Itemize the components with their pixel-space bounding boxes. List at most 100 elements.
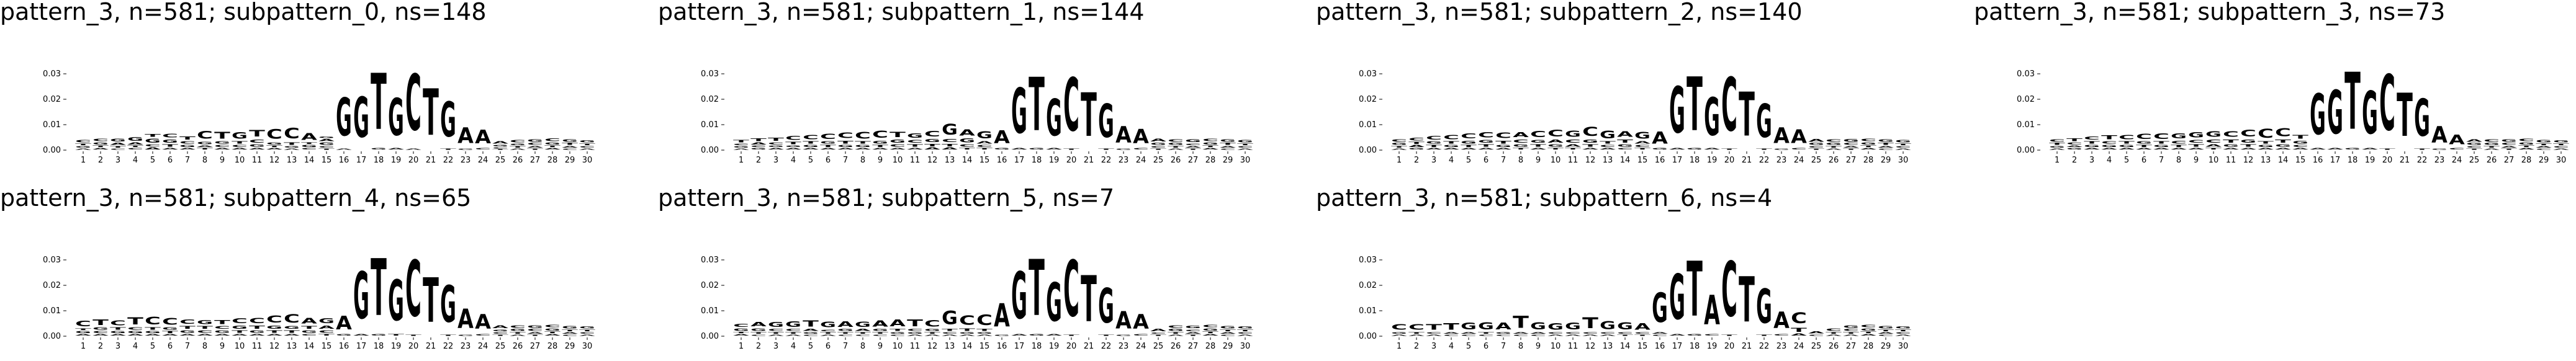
logo-letter-C: C (92, 138, 109, 142)
logo-letter-C: C (889, 144, 906, 148)
logo-letter-C: C (2292, 145, 2308, 148)
logo-letter-A: A (249, 334, 266, 336)
logo-letter-G: G (1098, 278, 1114, 334)
x-tick-label: 7 (2159, 156, 2164, 165)
x-tick-label: 16 (997, 156, 1007, 165)
logo-letter-A: A (1652, 332, 1669, 334)
logo-letter-G: G (1895, 326, 1911, 329)
x-tick-label: 28 (1205, 156, 1216, 165)
logo-letter-C: C (197, 330, 213, 334)
logo-letter-T: T (768, 332, 785, 334)
logo-letter-T: T (232, 330, 248, 334)
logo-letter-G: G (1547, 144, 1564, 148)
logo-letter-G: G (1565, 129, 1581, 138)
logo-letter-A: A (75, 148, 92, 150)
logo-letter-G: G (318, 142, 335, 146)
x-tick-label: 16 (339, 156, 349, 165)
logo-letter-T: T (110, 327, 127, 331)
logo-letter-A: A (1115, 122, 1132, 148)
logo-letter-C: C (1495, 334, 1511, 336)
x-tick-label: 3 (2089, 156, 2094, 165)
logo-letter-T: T (872, 332, 889, 334)
logo-letter-T: T (232, 141, 248, 145)
logo-letter-T: T (1826, 332, 1842, 334)
logo-letter-T: T (2518, 145, 2535, 148)
logo-letter-C: C (837, 131, 853, 140)
logo-letter-T: T (855, 332, 871, 334)
logo-letter-C: C (1808, 334, 1824, 336)
logo-letter-A: A (1391, 334, 1408, 336)
x-tick-label: 12 (927, 342, 938, 351)
logo-letter-T: T (1721, 334, 1738, 336)
logo-letter-T: T (1150, 148, 1167, 150)
logo-letter-A: A (353, 334, 370, 336)
y-tick-label: 0.00 (43, 332, 61, 341)
logo-letter-G: G (2240, 139, 2256, 144)
x-tick-label: 10 (235, 156, 245, 165)
logo-letter-C: C (145, 144, 161, 147)
x-tick-label: 28 (547, 156, 558, 165)
logo-letter-A: A (1443, 148, 1460, 150)
x-tick-label: 15 (322, 156, 332, 165)
logo-letter-G: G (785, 145, 801, 148)
logo-letter-G: G (907, 332, 923, 334)
logo-letter-T: T (2119, 141, 2135, 145)
logo-letter-A: A (1202, 334, 1219, 336)
logo-letter-A: A (197, 334, 214, 336)
logo-letter-T: T (1081, 81, 1097, 151)
logo-letter-C: C (562, 334, 578, 336)
logo-letter-C: C (510, 325, 526, 329)
logo-letter-A: A (2101, 148, 2118, 150)
logo-letter-T: T (2379, 148, 2396, 150)
logo-letter-C: C (750, 145, 767, 148)
logo-panel-2: pattern_3, n=581; subpattern_2, ns=140 0… (1316, 0, 1955, 177)
logo-letter-C: C (2501, 143, 2517, 146)
x-tick-label: 16 (1655, 156, 1665, 165)
logo-letter-G: G (1461, 321, 1477, 331)
x-tick-label: 10 (1551, 156, 1561, 165)
logo-letter-A: A (1773, 308, 1790, 334)
logo-letter-C: C (2136, 133, 2152, 141)
logo-letter-A: A (318, 325, 335, 330)
logo-letter-C: C (2223, 130, 2239, 139)
logo-letter-G: G (942, 121, 958, 138)
logo-letter-A: A (2119, 148, 2135, 150)
logo-letter-C: C (1704, 334, 1720, 336)
logo-letter-A: A (907, 148, 924, 150)
logo-letter-G: G (1443, 145, 1459, 148)
x-tick-label: 23 (461, 156, 471, 165)
logo-letter-A: A (1220, 332, 1236, 334)
x-tick-label: 25 (495, 342, 506, 351)
logo-letter-A: A (1011, 334, 1028, 336)
logo-letter-A: A (768, 148, 785, 150)
y-tick-label: 0.00 (701, 146, 719, 155)
logo-letter-C: C (110, 148, 126, 150)
logo-letter-A: A (1634, 322, 1651, 332)
logo-letter-G: G (232, 325, 248, 330)
logo-letter-T: T (197, 148, 214, 150)
y-tick-label: 0.01 (2017, 120, 2035, 130)
logo-letter-C: C (2119, 134, 2135, 141)
logo-letter-G: G (2431, 148, 2448, 150)
logo-letter-G: G (1860, 142, 1876, 145)
logo-letter-G: G (2101, 145, 2117, 148)
y-tick-label: 0.00 (701, 332, 719, 341)
logo-letter-A: A (475, 127, 491, 148)
logo-letter-T: T (510, 332, 526, 334)
logo-letter-A: A (1391, 148, 1408, 150)
logo-letter-G: G (284, 146, 300, 148)
logo-letter-A: A (579, 148, 596, 150)
x-tick-label: 11 (252, 342, 263, 351)
logo-letter-A: A (127, 334, 144, 336)
logo-letter-C: C (1478, 131, 1494, 140)
logo-letter-A: A (820, 148, 837, 150)
x-tick-label: 1 (739, 342, 744, 351)
logo-letter-G: G (1687, 148, 1703, 150)
x-tick-label: 19 (1707, 156, 1718, 165)
logo-letter-G: G (1478, 320, 1494, 331)
y-tick-label: 0.01 (43, 306, 61, 316)
logo-letter-G: G (1513, 144, 1529, 148)
x-tick-label: 11 (910, 342, 921, 351)
x-tick-label: 6 (1484, 342, 1488, 351)
logo-letter-T: T (1443, 321, 1460, 331)
